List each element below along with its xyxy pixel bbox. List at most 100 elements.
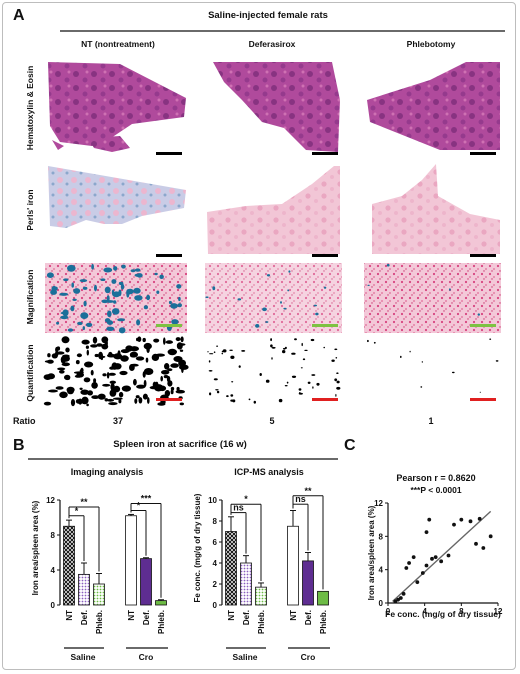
micrograph-speck	[81, 400, 88, 405]
micrograph-speck	[48, 389, 58, 393]
perls-image-nt	[45, 161, 187, 259]
micrograph-speck	[91, 395, 100, 399]
micrograph-speck	[47, 353, 51, 358]
micrograph-speck	[143, 368, 154, 375]
micrograph-speck	[130, 269, 136, 273]
micrograph-speck	[94, 353, 99, 358]
micrograph-speck	[61, 362, 70, 367]
magnification-image-phlebotomy	[364, 263, 501, 333]
micrograph-speck	[129, 346, 139, 352]
micrograph-speck	[221, 352, 224, 355]
micrograph-speck	[421, 361, 423, 363]
row-label-magnification: Magnification	[25, 270, 35, 325]
panel-b-title: Spleen iron at sacrifice (16 w)	[113, 439, 247, 450]
micrograph-speck	[335, 357, 338, 359]
micrograph-speck	[215, 389, 219, 391]
magnification-image-nt	[45, 263, 187, 334]
bar	[140, 558, 152, 606]
micrograph-speck	[96, 343, 103, 347]
data-point	[468, 519, 473, 524]
micrograph-speck	[134, 268, 141, 272]
micrograph-speck	[106, 398, 115, 402]
significance-label: ns	[295, 494, 306, 504]
micrograph-speck	[55, 346, 59, 353]
category-label: Def.	[242, 610, 251, 625]
micrograph-speck	[270, 338, 272, 342]
micrograph-speck	[135, 356, 145, 361]
micrograph-speck	[284, 385, 288, 387]
micrograph-speck	[222, 349, 227, 353]
data-point	[393, 599, 398, 604]
scatter-xlabel: Fe conc. (mg/g of dry tissue)	[385, 609, 501, 619]
category-label: NT	[289, 610, 298, 621]
quantification-image-phlebotomy	[364, 337, 501, 407]
y-tick-label: 8	[213, 517, 218, 526]
ratio-deferasirox: 5	[269, 416, 274, 426]
micrograph-speck	[146, 294, 151, 301]
micrograph-speck	[46, 272, 54, 279]
y-tick-label: 8	[379, 532, 384, 541]
micrograph-speck	[60, 315, 69, 320]
micrograph-speck	[121, 385, 131, 392]
category-label: Phleb.	[95, 610, 104, 634]
scale-bar-red-nt	[156, 398, 182, 401]
micrograph-speck	[63, 278, 69, 282]
micrograph-speck	[208, 360, 211, 363]
micrograph-speck	[112, 291, 121, 298]
micrograph-speck	[288, 270, 291, 273]
micrograph-speck	[237, 298, 242, 301]
imaging-ylabel: Iron area/spleen area (%)	[31, 500, 40, 595]
data-point	[477, 516, 482, 521]
micrograph-speck	[101, 336, 109, 344]
micrograph-speck	[226, 395, 229, 398]
micrograph-speck	[91, 382, 98, 389]
category-label: Def.	[304, 610, 313, 625]
data-point	[398, 596, 403, 600]
micrograph-speck	[248, 398, 251, 401]
micrograph-speck	[315, 312, 319, 316]
micrograph-speck	[336, 386, 341, 390]
micrograph-speck	[208, 370, 213, 372]
micrograph-speck	[229, 349, 233, 351]
micrograph-speck	[230, 399, 234, 402]
micrograph-speck	[489, 338, 492, 340]
significance-label: *	[75, 506, 79, 516]
data-point	[446, 553, 451, 558]
micrograph-speck	[111, 308, 120, 315]
micrograph-speck	[167, 348, 177, 356]
micrograph-speck	[70, 399, 76, 407]
x-tick-label: 12	[494, 607, 503, 616]
micrograph-speck	[56, 321, 60, 325]
micrograph-speck	[323, 286, 327, 289]
micrograph-speck	[181, 366, 184, 373]
data-point	[401, 591, 406, 596]
micrograph-speck	[300, 367, 303, 369]
micrograph-speck	[282, 350, 286, 354]
category-label: Phleb.	[157, 610, 166, 634]
category-label: NT	[127, 610, 136, 621]
micrograph-speck	[287, 289, 290, 292]
micrograph-speck	[73, 288, 81, 294]
bar	[255, 586, 267, 606]
data-point	[424, 563, 429, 568]
micrograph-speck	[109, 389, 117, 397]
micrograph-speck	[59, 370, 65, 374]
category-label: Phleb.	[319, 610, 328, 634]
micrograph-speck	[230, 394, 234, 397]
significance-label: *	[244, 494, 248, 504]
data-point	[488, 534, 493, 539]
micrograph-speck	[142, 393, 148, 400]
micrograph-speck	[103, 267, 113, 273]
scatter-chart: 0 4 8 12 0 4 8 12	[374, 499, 503, 616]
micrograph-speck	[301, 342, 303, 347]
micrograph-speck	[175, 389, 185, 394]
micrograph-speck	[120, 283, 125, 290]
data-point	[430, 556, 434, 561]
data-point	[439, 559, 444, 564]
micrograph-speck	[280, 301, 282, 304]
micrograph-speck	[271, 346, 276, 349]
micrograph-speck	[43, 374, 52, 380]
quantification-image-nt	[43, 336, 189, 407]
row-label-he: Hematoxylin & Eosin	[25, 66, 35, 151]
